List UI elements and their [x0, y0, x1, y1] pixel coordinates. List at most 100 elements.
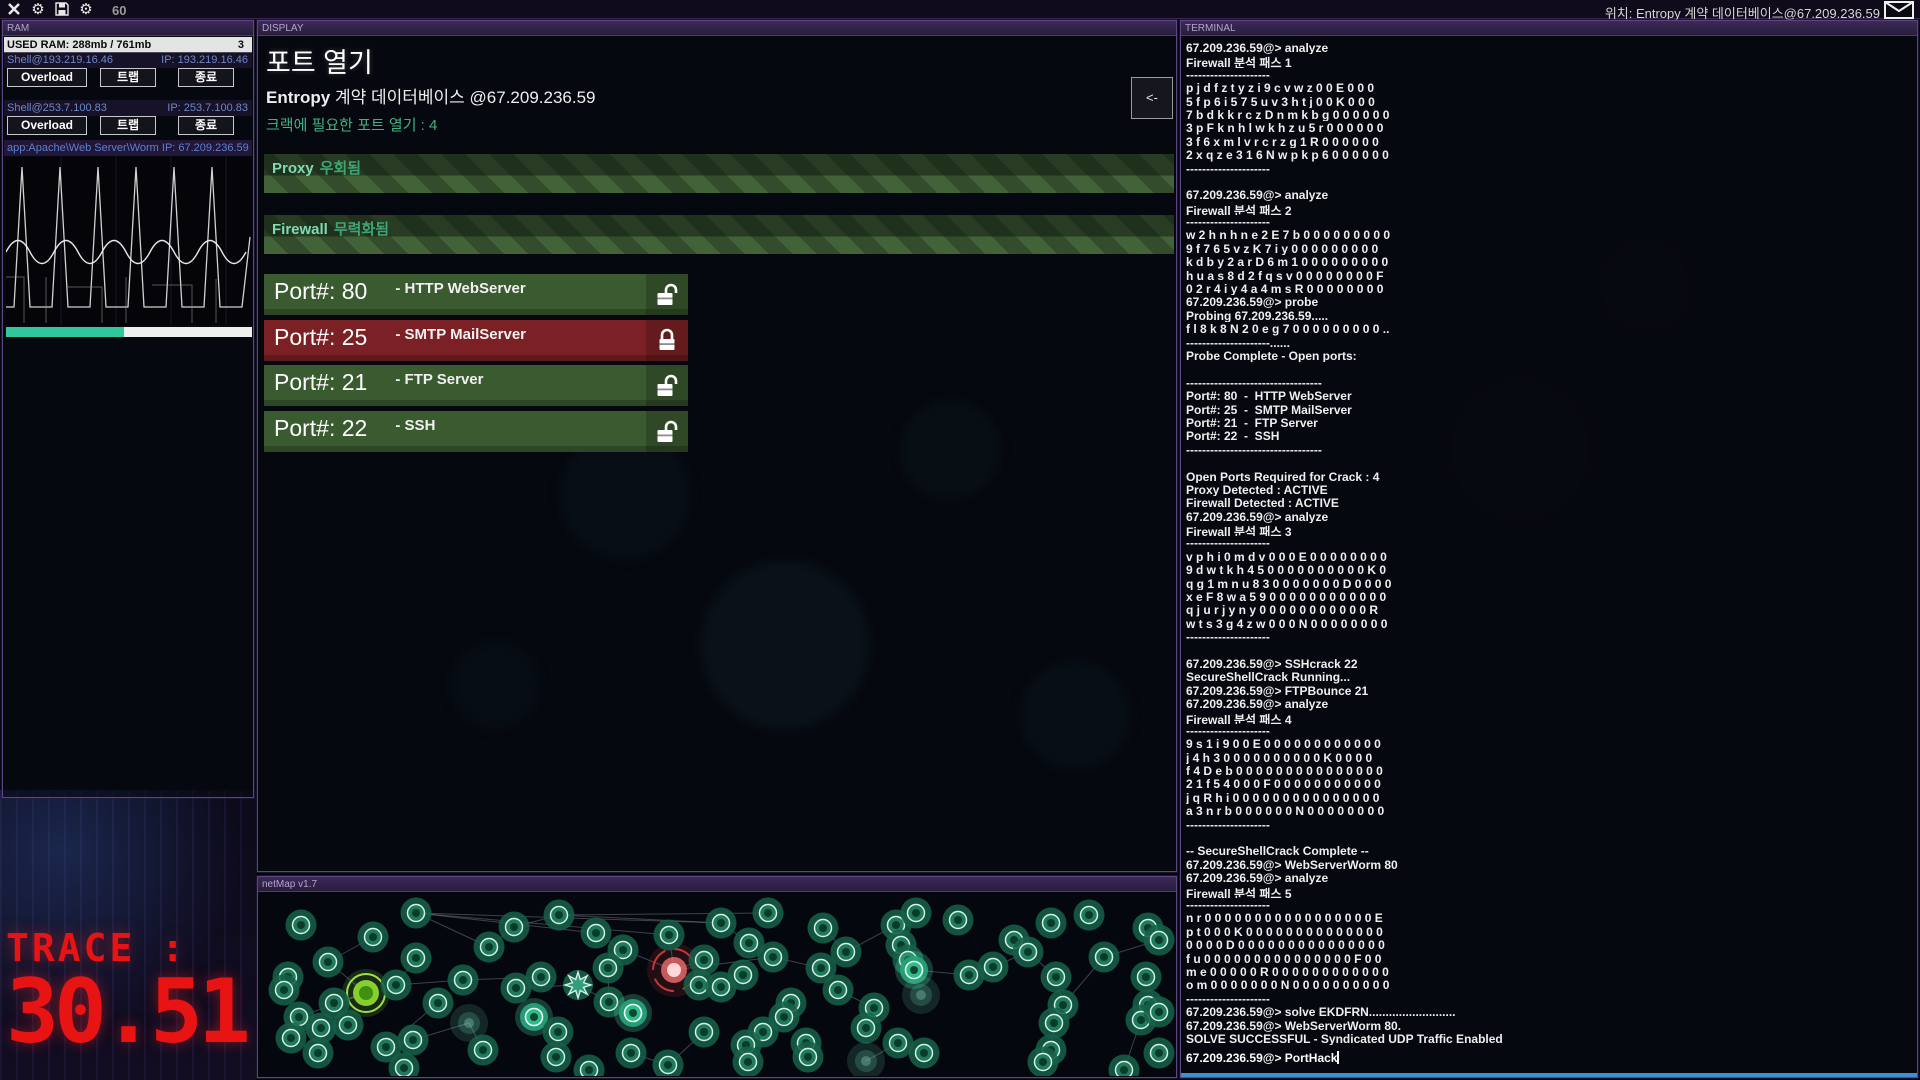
terminal-line: q j u r j y n y 0 0 0 0 0 0 0 0 0 0 0 R	[1186, 603, 1379, 617]
netmap-node[interactable]	[752, 897, 784, 929]
netmap-node[interactable]	[1143, 996, 1175, 1028]
netmap-node[interactable]	[543, 899, 575, 931]
netmap-node[interactable]	[332, 1009, 364, 1041]
port-service: - HTTP WebServer	[395, 280, 526, 297]
netmap-node-faint[interactable]	[847, 1042, 885, 1076]
port-row-21[interactable]: Port#: 21 - FTP Server	[264, 365, 688, 407]
netmap-node[interactable]	[688, 944, 720, 976]
terminal-line: ---------------------	[1186, 67, 1270, 82]
netmap-node-bright[interactable]	[895, 951, 933, 989]
netmap-node[interactable]	[942, 904, 974, 936]
netmap-node[interactable]	[473, 931, 505, 963]
netmap-node[interactable]	[1038, 1007, 1070, 1039]
netmap-node[interactable]	[822, 974, 854, 1006]
terminal-line: 3 f 6 x m l v r c r z g 1 R 0 0 0 0 0 0	[1186, 134, 1379, 149]
netmap-node[interactable]	[1143, 1037, 1175, 1069]
netmap-node[interactable]	[498, 911, 530, 943]
terminal-line: ---------------------	[1186, 723, 1270, 738]
netmap-node[interactable]	[370, 1031, 402, 1063]
netmap-canvas[interactable]	[259, 892, 1175, 1076]
save-icon[interactable]	[54, 2, 70, 17]
netmap-node[interactable]	[1108, 1054, 1140, 1077]
netmap-node[interactable]	[318, 987, 350, 1019]
overload-button[interactable]: Overload	[7, 116, 87, 135]
netmap-node[interactable]	[357, 921, 389, 953]
trap-button[interactable]: 트랩	[100, 116, 156, 135]
netmap-node[interactable]	[1130, 961, 1162, 993]
netmap-node[interactable]	[1012, 936, 1044, 968]
netmap-node[interactable]	[467, 1034, 499, 1066]
netmap-node[interactable]	[285, 909, 317, 941]
netmap-node[interactable]	[1073, 899, 1105, 931]
netmap-node[interactable]	[540, 1041, 572, 1073]
netmap-node-star[interactable]	[562, 969, 594, 1001]
netmap-node[interactable]	[302, 1037, 334, 1069]
netmap-node[interactable]	[592, 952, 624, 984]
netmap-node[interactable]	[573, 1054, 605, 1077]
port-row-25[interactable]: Port#: 25 - SMTP MailServer	[264, 319, 688, 361]
netmap-node[interactable]	[1035, 907, 1067, 939]
netmap-node[interactable]	[1088, 941, 1120, 973]
netmap-node[interactable]	[953, 959, 985, 991]
netmap-node[interactable]	[652, 1049, 684, 1077]
netmap-node[interactable]	[807, 912, 839, 944]
netmap-node-home[interactable]	[342, 969, 390, 1017]
netmap-node[interactable]	[312, 946, 344, 978]
back-button[interactable]: <-	[1131, 77, 1173, 119]
netmap-node[interactable]	[268, 974, 300, 1006]
port-row-80[interactable]: Port#: 80 - HTTP WebServer	[264, 274, 688, 315]
settings-gear-icon[interactable]: ⚙	[79, 1, 93, 18]
netmap-node[interactable]	[805, 952, 837, 984]
netmap-node[interactable]	[830, 936, 862, 968]
netmap-node[interactable]	[705, 907, 737, 939]
netmap-node-bright[interactable]	[614, 994, 652, 1032]
netmap-node[interactable]	[705, 971, 737, 1003]
trap-button[interactable]: 트랩	[100, 68, 156, 87]
netmap-node[interactable]	[593, 986, 625, 1018]
terminal-input[interactable]: 67.209.236.59@> PortHack	[1186, 1051, 1340, 1065]
netmap-node-faint[interactable]	[902, 976, 940, 1014]
netmap-node[interactable]	[400, 897, 432, 929]
netmap-node[interactable]	[900, 897, 932, 929]
gear-icon[interactable]: ⚙	[31, 1, 45, 18]
netmap-node[interactable]	[908, 1037, 940, 1069]
netmap-node[interactable]	[500, 972, 532, 1004]
netmap-node-faint[interactable]	[450, 1004, 488, 1042]
netmap-node[interactable]	[447, 964, 479, 996]
netmap-node[interactable]	[850, 1012, 882, 1044]
netmap-node[interactable]	[732, 1046, 764, 1077]
netmap-node[interactable]	[275, 1022, 307, 1054]
netmap-node-bright[interactable]	[515, 998, 553, 1036]
close-icon[interactable]	[6, 2, 22, 17]
terminal-line: ---------------------	[1186, 898, 1270, 912]
terminal-line: Firewall 분석 패스 5	[1186, 886, 1292, 898]
close-shell-button[interactable]: 종료	[178, 68, 234, 87]
port-row-22[interactable]: Port#: 22 - SSH	[264, 411, 688, 453]
netmap-node[interactable]	[757, 941, 789, 973]
overload-button[interactable]: Overload	[7, 68, 87, 87]
netmap-node[interactable]	[882, 1027, 914, 1059]
close-shell-button[interactable]: 종료	[178, 116, 234, 135]
netmap-node[interactable]	[400, 942, 432, 974]
netmap-node[interactable]	[580, 917, 612, 949]
shell-row: IP: 253.7.100.83 Shell@253.7.100.83	[4, 100, 252, 116]
netmap-node[interactable]	[422, 987, 454, 1019]
netmap-node[interactable]	[653, 919, 685, 951]
netmap-node[interactable]	[1027, 1046, 1059, 1077]
terminal-line: -- SecureShellCrack Complete --	[1186, 844, 1369, 858]
netmap-node[interactable]	[542, 1016, 574, 1048]
netmap-node[interactable]	[615, 1037, 647, 1069]
netmap-node[interactable]	[397, 1024, 429, 1056]
netmap-node[interactable]	[792, 1041, 824, 1073]
netmap-node[interactable]	[733, 927, 765, 959]
netmap-node[interactable]	[688, 1016, 720, 1048]
netmap-node[interactable]	[1143, 924, 1175, 956]
netmap-node[interactable]	[305, 1012, 337, 1044]
netmap-node[interactable]	[1040, 961, 1072, 993]
netmap-node[interactable]	[977, 951, 1009, 983]
netmap-node[interactable]	[525, 961, 557, 993]
netmap-node[interactable]	[388, 1052, 420, 1077]
netmap-node[interactable]	[380, 969, 412, 1001]
terminal-line: 67.209.236.59@> analyze	[1186, 509, 1329, 524]
mail-icon[interactable]	[1884, 1, 1914, 24]
